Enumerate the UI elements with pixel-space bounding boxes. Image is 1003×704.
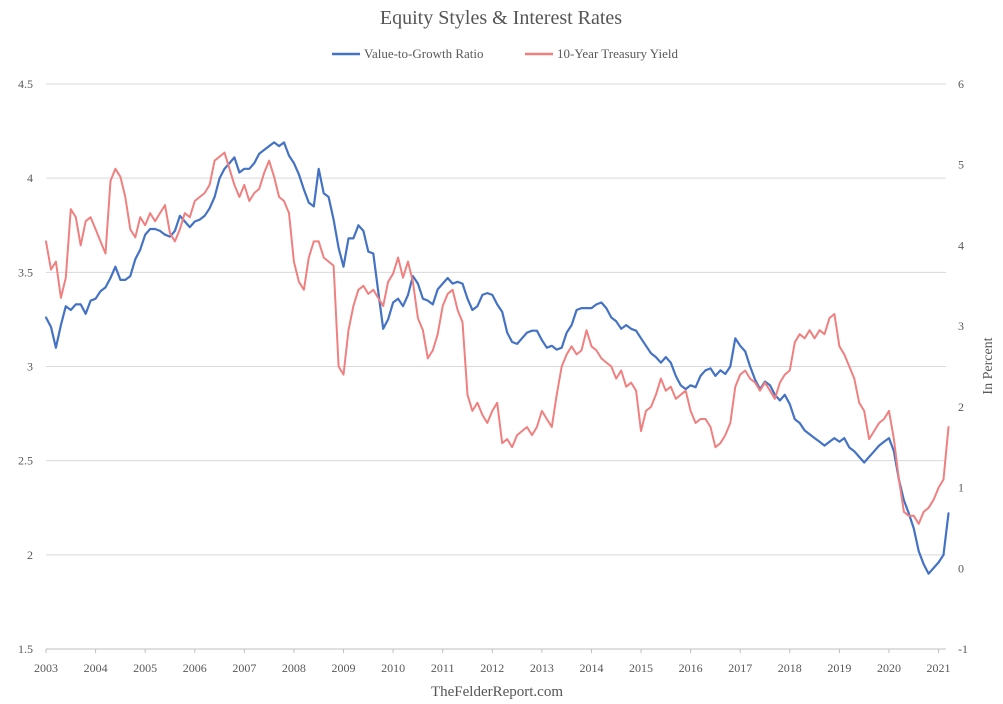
right-tick-label: 0 — [958, 561, 964, 575]
legend-label-treasury-yield: 10-Year Treasury Yield — [557, 46, 678, 61]
right-tick-label: 5 — [958, 158, 964, 172]
x-tick-label: 2005 — [133, 661, 157, 675]
x-tick-label: 2018 — [778, 661, 802, 675]
chart-title: Equity Styles & Interest Rates — [380, 7, 622, 29]
left-tick-label: 2 — [27, 548, 33, 562]
x-tick-label: 2007 — [232, 661, 256, 675]
x-tick-label: 2011 — [431, 661, 455, 675]
x-tick-label: 2021 — [927, 661, 951, 675]
x-tick-label: 2014 — [579, 661, 603, 675]
gridlines — [46, 83, 946, 650]
right-tick-label: -1 — [958, 642, 968, 656]
x-tick-label: 2006 — [183, 661, 207, 675]
series-line-value-to-growth — [44, 141, 950, 575]
right-tick-label: 1 — [958, 481, 964, 495]
x-tick-label: 2003 — [34, 661, 58, 675]
source-footer: TheFelderReport.com — [431, 684, 563, 700]
right-axis-ticks: -1 0 1 2 3 4 5 6 — [958, 77, 968, 656]
right-axis-label: In Percent — [981, 337, 996, 394]
left-tick-label: 1.5 — [18, 642, 33, 656]
x-tick-label: 2016 — [679, 661, 703, 675]
x-tick-label: 2010 — [381, 661, 405, 675]
left-tick-label: 3.5 — [18, 265, 33, 279]
right-tick-label: 4 — [958, 238, 964, 252]
x-tick-label: 2020 — [877, 661, 901, 675]
x-axis-ticks: 2003 2004 2005 2006 2007 2008 2009 2010 2011 2012… — [34, 649, 951, 675]
x-tick-label: 2008 — [282, 661, 306, 675]
legend-label-value-to-growth: Value-to-Growth Ratio — [364, 46, 484, 61]
x-tick-label: 2013 — [530, 661, 554, 675]
x-tick-label: 2017 — [728, 661, 752, 675]
right-tick-label: 3 — [958, 319, 964, 333]
right-tick-label: 6 — [958, 77, 964, 91]
left-tick-label: 2.5 — [18, 454, 33, 468]
x-tick-label: 2004 — [84, 661, 108, 675]
x-tick-label: 2015 — [629, 661, 653, 675]
left-tick-label: 3 — [27, 360, 33, 374]
x-tick-label: 2012 — [480, 661, 504, 675]
left-tick-label: 4 — [27, 171, 33, 185]
series-line-treasury-yield — [45, 151, 950, 525]
left-tick-label: 4.5 — [18, 77, 33, 91]
x-tick-label: 2009 — [332, 661, 356, 675]
legend: Value-to-Growth Ratio 10-Year Treasury Y… — [332, 46, 678, 61]
left-axis-ticks: 1.5 2 2.5 3 3.5 4 4.5 — [18, 77, 33, 656]
x-tick-label: 2019 — [827, 661, 851, 675]
series-lines — [44, 141, 950, 575]
right-tick-label: 2 — [958, 400, 964, 414]
